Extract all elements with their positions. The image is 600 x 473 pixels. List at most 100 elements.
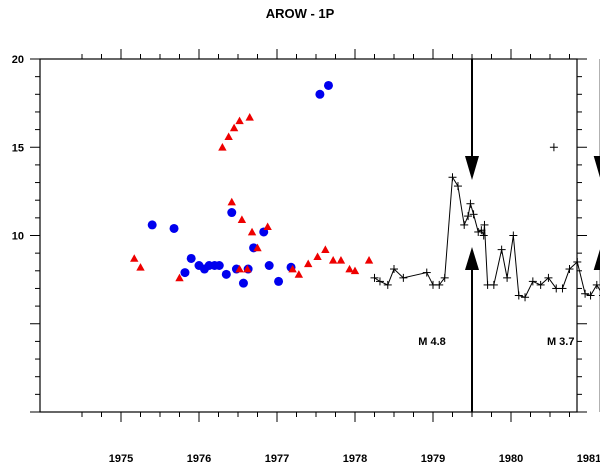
arrow-down-head: [593, 156, 600, 178]
x-tick-label: 1977: [265, 453, 289, 465]
triangle-point: [288, 264, 297, 273]
y-tick-label: 15: [12, 142, 24, 154]
event-label: M 4.8: [418, 336, 446, 348]
triangle-point: [227, 197, 236, 206]
plus-point: [399, 273, 408, 282]
arrow-up-head: [593, 249, 600, 270]
triangle-point: [245, 113, 254, 121]
plus-point: [390, 265, 398, 274]
y-tick-label: 20: [12, 54, 24, 66]
circle-point: [227, 208, 237, 218]
plus-point: [573, 257, 582, 266]
series-circle: [147, 80, 333, 288]
x-tick-label: 1981: [577, 453, 600, 465]
triangle-point: [237, 215, 247, 223]
triangle-point: [304, 259, 313, 268]
plus-point: [503, 273, 512, 282]
x-tick-label: 1976: [187, 453, 211, 465]
circle-point: [221, 269, 231, 279]
plus-point: [375, 277, 384, 286]
plus-point: [469, 210, 478, 219]
event-annotation: M 3.7: [547, 59, 600, 412]
plus-point: [383, 280, 392, 289]
plus-point: [509, 231, 518, 240]
plus-point: [370, 273, 379, 282]
event-annotation: M 4.8: [418, 59, 479, 412]
triangle-point: [364, 256, 374, 264]
circle-point: [274, 276, 284, 286]
triangle-point: [130, 254, 139, 262]
plus-point: [480, 220, 489, 229]
tick-labels: 1975 1976 1977 1978 1979 1980 1981 10 15 20: [12, 54, 600, 465]
triangle-point: [235, 264, 244, 273]
annotations: M 4.8 M 3.7: [418, 59, 600, 412]
arrow-up-head: [465, 247, 479, 270]
x-tick-label: 1980: [499, 453, 523, 465]
plus-point: [549, 143, 558, 152]
triangle-point: [328, 256, 338, 264]
triangle-point: [253, 243, 262, 252]
circle-point: [323, 80, 333, 90]
plot-frame: [39, 58, 578, 413]
plus-point: [440, 273, 449, 282]
circle-point: [147, 220, 157, 230]
circle-point: [186, 253, 196, 263]
plus-point: [453, 182, 462, 191]
series-plus: [549, 143, 558, 152]
triangle-point: [350, 266, 360, 275]
series-triangle: [130, 113, 374, 282]
x-tick-label: 1975: [109, 453, 133, 465]
triangle-point: [345, 264, 354, 273]
plus-point: [435, 280, 444, 289]
x-tick-label: 1979: [421, 453, 445, 465]
data-marks: [130, 80, 600, 302]
triangle-point: [175, 273, 184, 282]
triangle-point: [263, 222, 272, 231]
x-tick-label: 1978: [343, 453, 367, 465]
triangle-point: [247, 227, 257, 236]
triangle-point: [229, 123, 239, 132]
triangle-point: [294, 270, 304, 278]
plus-point: [581, 289, 590, 298]
plus-point: [477, 226, 486, 235]
series-line: [374, 175, 600, 298]
chart-title: AROW - 1P: [266, 6, 335, 21]
circle-point: [264, 261, 274, 271]
triangle-point: [336, 256, 346, 264]
plus-point: [464, 212, 473, 221]
plus-point: [521, 293, 530, 302]
plus-point: [460, 220, 469, 229]
plus-point: [586, 291, 595, 300]
triangle-point: [224, 132, 233, 141]
circle-point: [315, 89, 325, 99]
plus-point: [528, 277, 537, 286]
plus-point: [479, 231, 488, 240]
triangle-point: [235, 116, 244, 125]
circle-point: [238, 278, 248, 288]
plus-point: [489, 280, 498, 289]
triangle-point: [313, 252, 322, 261]
plus-point: [565, 265, 574, 274]
triangle-point: [321, 245, 330, 253]
plus-point: [448, 173, 457, 182]
plus-point: [497, 245, 506, 254]
plus-point: [592, 280, 600, 289]
plus-point: [514, 291, 523, 300]
arrow-down-head: [465, 156, 479, 180]
event-label: M 3.7: [547, 336, 575, 348]
circle-point: [169, 223, 179, 233]
axis-ticks: [30, 49, 587, 422]
circle-point: [214, 261, 224, 271]
y-tick-label: 10: [12, 231, 24, 243]
plus-point: [544, 273, 553, 282]
triangle-point: [136, 263, 145, 271]
triangle-point: [218, 143, 227, 151]
series-plus-line: [370, 173, 600, 302]
plus-point: [466, 199, 475, 208]
circle-point: [180, 268, 190, 278]
plus-point: [422, 268, 431, 277]
triangle-point: [243, 264, 252, 273]
plus-point: [536, 280, 545, 289]
plus-point: [558, 284, 567, 293]
